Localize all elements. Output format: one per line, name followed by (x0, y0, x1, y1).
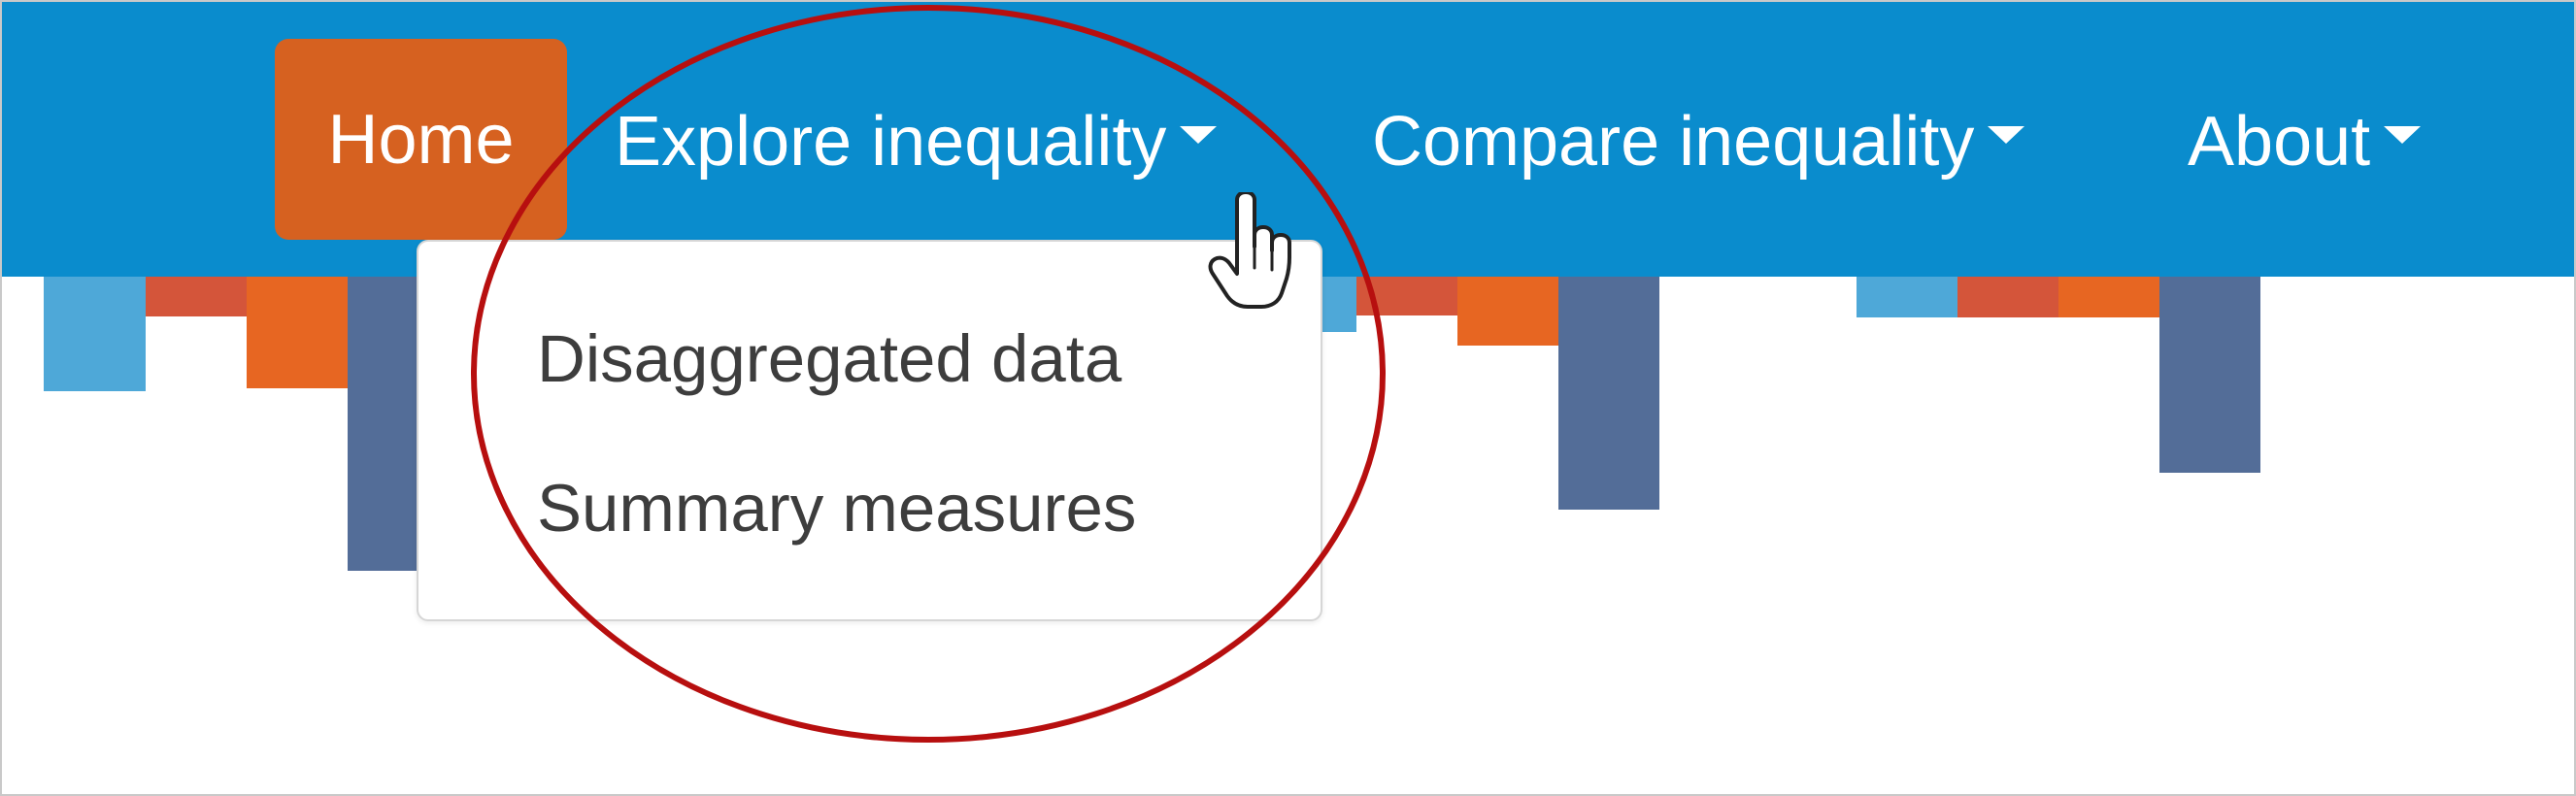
nav-compare-label: Compare inequality (1372, 103, 1975, 181)
chevron-down-icon (2384, 126, 2422, 144)
dropdown-item-label: Disaggregated data (537, 321, 1122, 396)
nav-explore-inequality[interactable]: Explore inequality (615, 103, 1218, 181)
nav-about[interactable]: About (2188, 103, 2422, 181)
nav-home-label: Home (327, 100, 515, 179)
nav-explore-label: Explore inequality (615, 103, 1167, 181)
decorative-bar (1356, 277, 1457, 315)
decorative-bar (1957, 277, 2058, 317)
dropdown-item-summary-measures[interactable]: Summary measures (537, 475, 1136, 542)
explore-inequality-dropdown: Disaggregated data Summary measures (417, 240, 1322, 621)
chevron-down-icon (1988, 126, 2025, 144)
nav-about-label: About (2188, 103, 2371, 181)
decorative-bar (2159, 277, 2260, 473)
decorative-bar (1857, 277, 1957, 317)
decorative-bar (146, 277, 247, 316)
decorative-bar (44, 277, 146, 391)
dropdown-item-label: Summary measures (537, 471, 1137, 546)
decorative-bar (1558, 277, 1659, 510)
nav-home-button[interactable]: Home (275, 39, 567, 240)
decorative-bar (247, 277, 348, 388)
dropdown-item-disaggregated-data[interactable]: Disaggregated data (537, 325, 1121, 392)
hand-pointer-icon (1208, 192, 1291, 309)
chevron-down-icon (1180, 126, 1218, 144)
decorative-bar (1322, 277, 1356, 332)
decorative-bar (2058, 277, 2159, 317)
nav-compare-inequality[interactable]: Compare inequality (1372, 103, 2025, 181)
decorative-bar (1457, 277, 1558, 346)
